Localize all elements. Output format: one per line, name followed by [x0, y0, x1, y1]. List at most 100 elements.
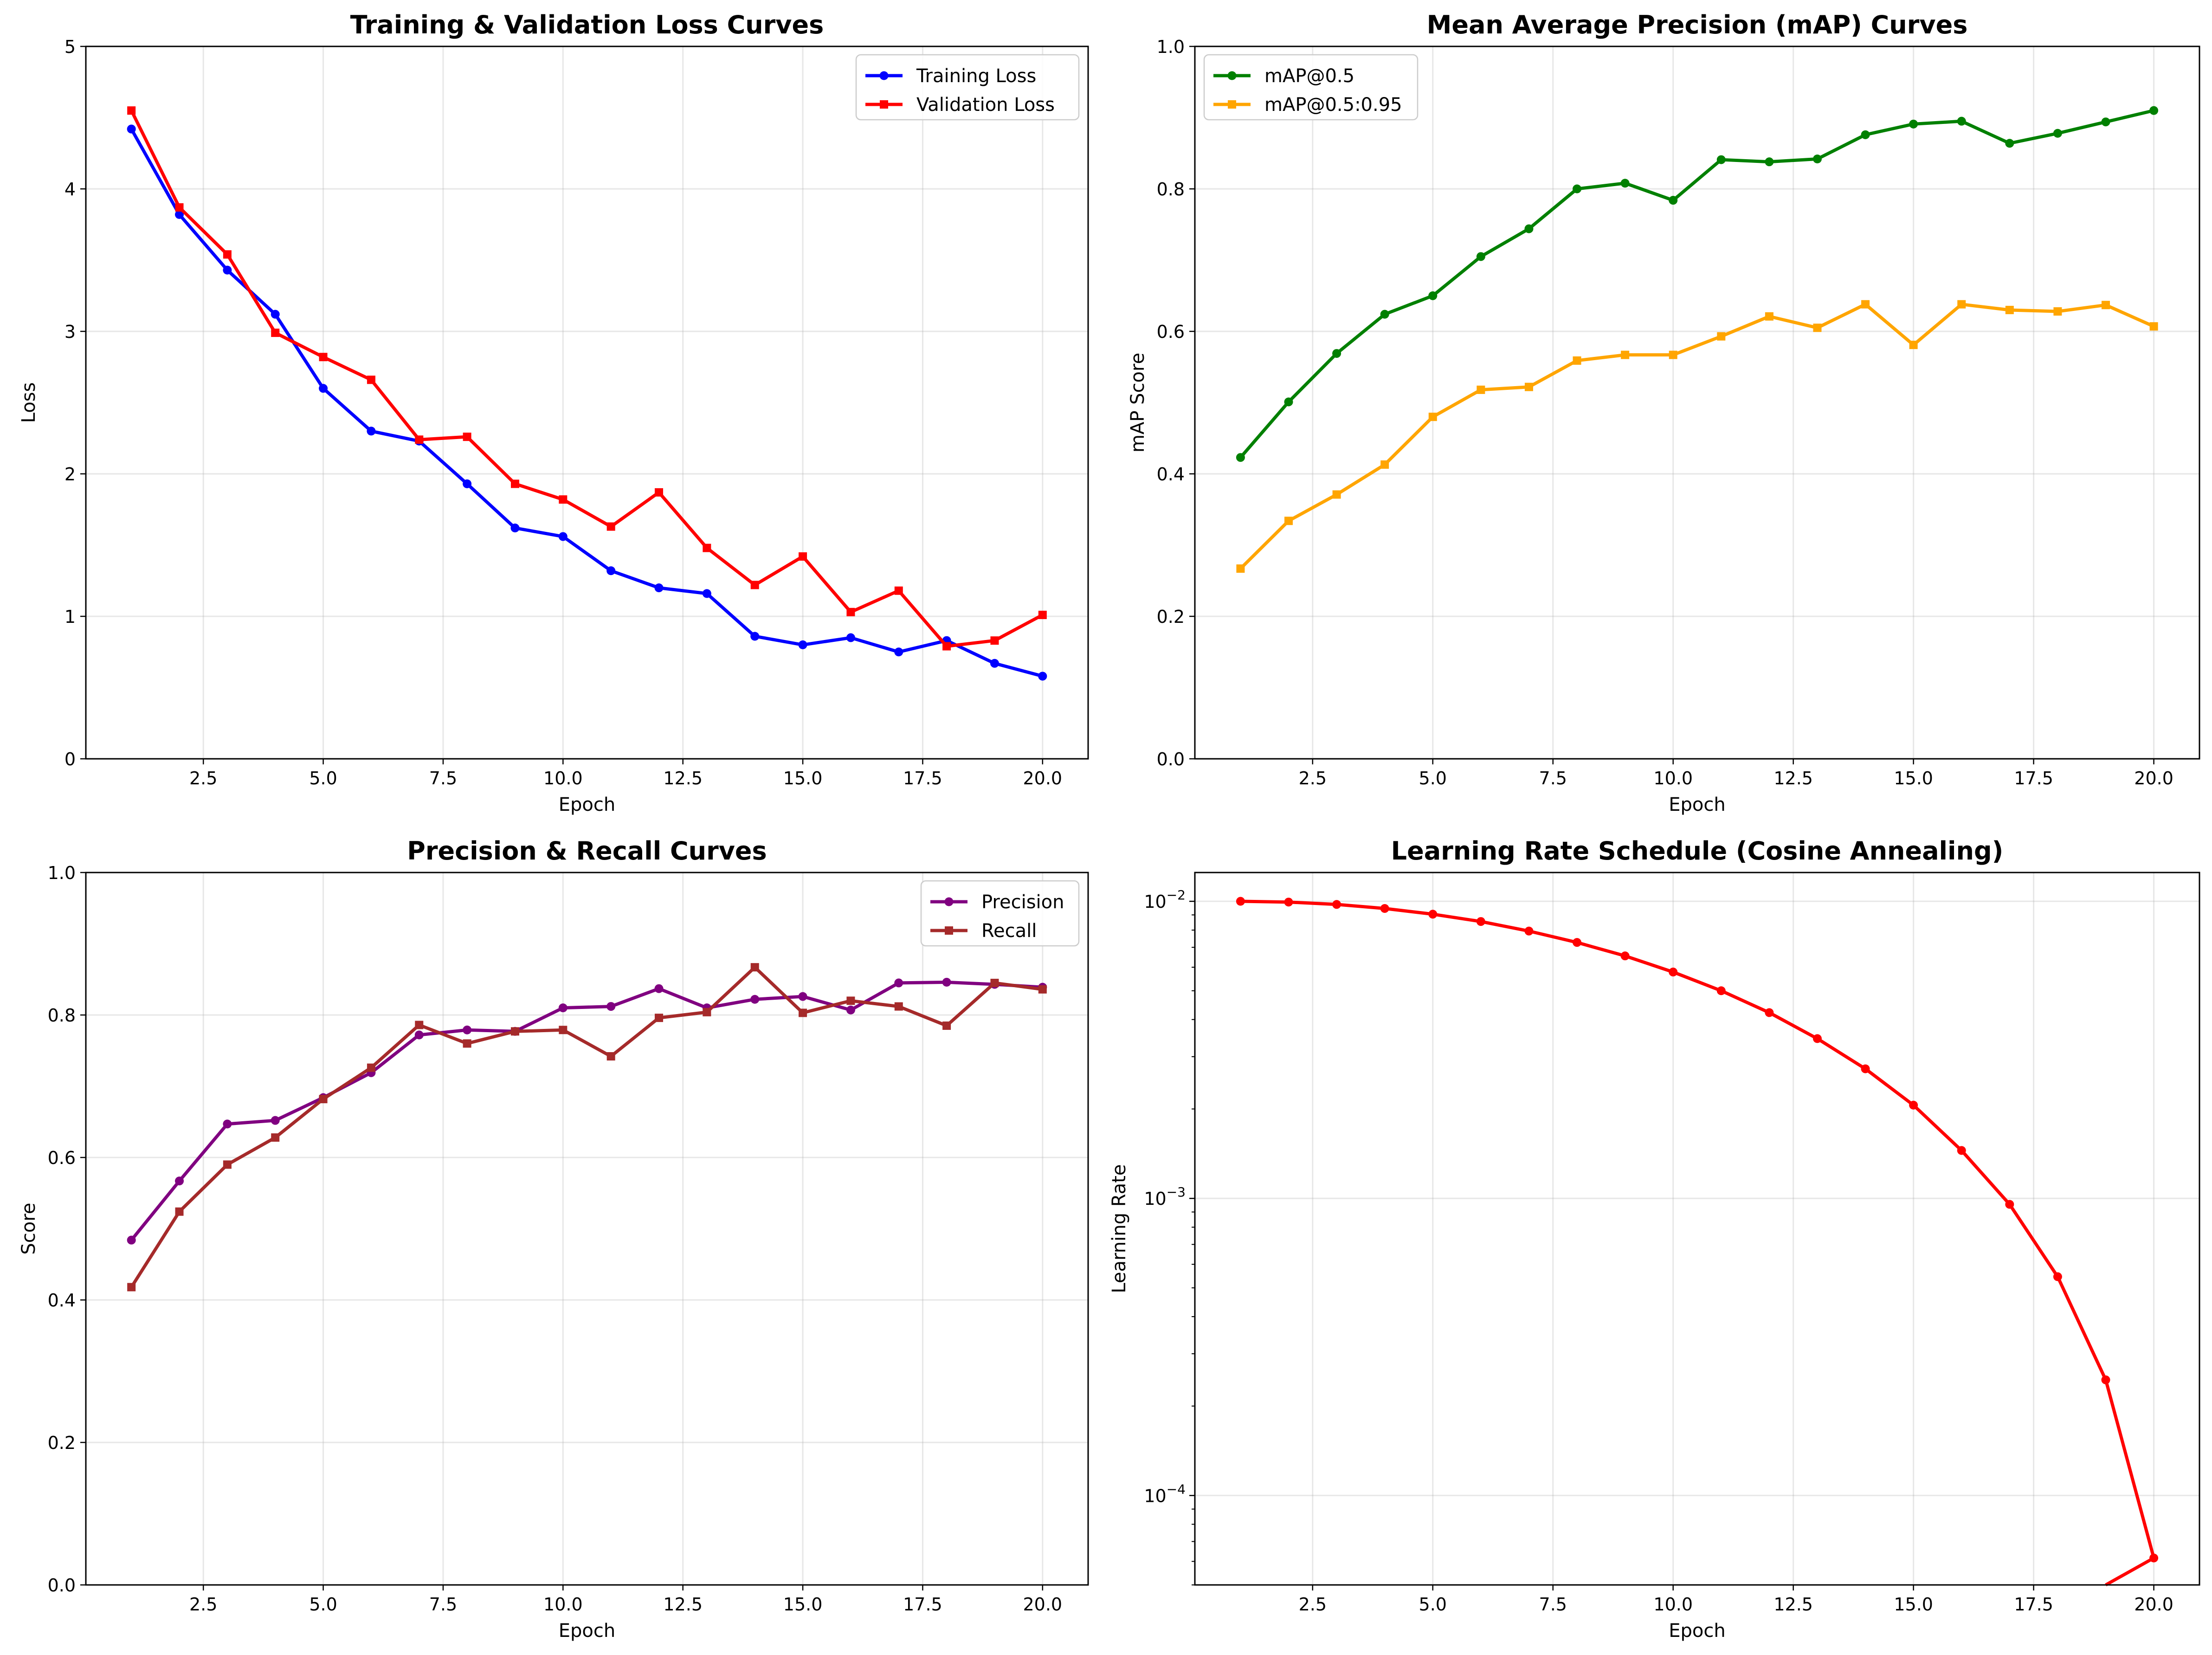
legend: Precision Recall [920, 880, 1080, 947]
x-tick-label: 15.0 [783, 768, 823, 789]
y-tick-label: 0.0 [48, 1575, 76, 1596]
y-tick-label: 0.6 [1157, 322, 1185, 342]
data-point [319, 384, 328, 393]
chart-panel-1: 2.5 5.0 7.5 10.0 12.5 15.0 17.5 20.0 0 1 2 3 4 5 Train… [18, 10, 1089, 815]
data-point [1236, 453, 1245, 462]
y-tick-label: 0.4 [1157, 464, 1185, 485]
x-axis-label: Epoch [559, 1620, 615, 1642]
series-line-2 [130, 965, 1043, 1288]
data-point [1284, 397, 1293, 407]
legend-frame [1203, 54, 1419, 121]
data-point [894, 1002, 903, 1011]
data-point [2005, 305, 2014, 314]
x-tick-label: 2.5 [1299, 768, 1327, 789]
legend-entry: Training Loss [916, 65, 1036, 87]
chart-title: Learning Rate Schedule (Cosine Annealing… [1391, 836, 2004, 866]
x-axis-label: Epoch [1669, 794, 1725, 815]
chart-panel-2: 2.5 5.0 7.5 10.0 12.5 15.0 17.5 20.0 0.0 0.2 0.4 0.… [1127, 10, 2200, 815]
x-tick-label: 10.0 [543, 768, 583, 789]
data-point [2149, 1553, 2159, 1563]
x-tick-label: 10.0 [543, 1594, 583, 1615]
data-point [1669, 196, 1678, 205]
data-point [2102, 301, 2110, 310]
data-point [798, 992, 807, 1001]
data-point [1524, 926, 1534, 936]
data-point [510, 1027, 519, 1036]
data-point [990, 978, 999, 987]
data-point [558, 532, 568, 541]
data-point [942, 1021, 951, 1030]
data-point [654, 984, 664, 993]
data-point [846, 1005, 855, 1015]
data-point [2101, 1375, 2110, 1384]
data-point [1812, 155, 1822, 164]
legend: Training Loss Validation Loss [855, 54, 1080, 121]
data-point [750, 995, 760, 1004]
data-point [1380, 460, 1389, 469]
data-point [606, 522, 615, 531]
x-tick-label: 15.0 [783, 1594, 823, 1615]
data-point [1380, 904, 1389, 913]
data-point [750, 963, 759, 972]
y-axis-label: Score [18, 1202, 39, 1254]
data-point [2005, 1200, 2014, 1209]
data-point [1573, 938, 1582, 947]
data-point [127, 124, 136, 134]
x-tick-label: 20.0 [2134, 1594, 2173, 1615]
data-point [1909, 119, 1918, 129]
data-point [1038, 610, 1047, 619]
data-point [415, 1021, 424, 1029]
data-point [463, 479, 472, 488]
data-point [894, 647, 903, 657]
x-tick-label: 7.5 [1539, 768, 1567, 789]
x-tick-label: 12.5 [1773, 768, 1813, 789]
data-point [2005, 139, 2014, 148]
y-tick-label: 5 [64, 37, 76, 57]
legend-entry: Recall [981, 920, 1037, 942]
y-tick-label: 4 [64, 179, 76, 200]
data-point [1812, 1034, 1822, 1043]
data-point [846, 633, 855, 642]
legend: mAP@0.5 mAP@0.5:0.95 [1203, 54, 1419, 121]
legend-marker [945, 926, 953, 935]
data-point [1332, 349, 1341, 358]
chart-panel-3: 2.5 5.0 7.5 10.0 12.5 15.0 17.5 20.0 0.0 0.2 0.4 0.… [18, 836, 1089, 1642]
x-tick-label: 5.0 [309, 1594, 337, 1615]
legend-marker [879, 71, 889, 80]
data-point [1716, 155, 1726, 164]
data-point [1813, 323, 1822, 332]
data-point [2053, 1272, 2062, 1281]
data-point [175, 203, 184, 212]
data-point [1861, 300, 1870, 309]
legend-entry: mAP@0.5:0.95 [1264, 94, 1402, 116]
data-point [1038, 672, 1047, 681]
axes-frame [1194, 872, 2200, 1586]
data-point [1620, 951, 1630, 961]
data-point [271, 310, 280, 319]
axes-frame [1194, 45, 2200, 760]
data-point [1476, 917, 1485, 926]
data-point [1765, 157, 1774, 167]
legend-marker [1228, 100, 1236, 109]
axes-frame [85, 45, 1089, 760]
y-tick-label: 1.0 [48, 863, 76, 883]
data-point [271, 1133, 280, 1142]
x-tick-label: 2.5 [189, 768, 217, 789]
data-point [1909, 341, 1918, 349]
data-point [1957, 1146, 1966, 1155]
data-point [2053, 129, 2062, 138]
y-tick-label: 0.2 [48, 1433, 76, 1453]
data-point [1957, 300, 1966, 309]
data-point [750, 632, 760, 641]
chart-title: Precision & Recall Curves [407, 836, 767, 866]
series-line-2 [130, 110, 1044, 648]
data-point [1669, 350, 1677, 359]
data-point [2149, 106, 2159, 115]
y-tick-label: 0.4 [48, 1290, 76, 1311]
data-point [798, 640, 807, 649]
data-point [367, 375, 375, 384]
y-tick-label: 0.6 [48, 1148, 76, 1168]
data-point [463, 433, 471, 441]
data-point [223, 1160, 232, 1169]
data-point [271, 1116, 280, 1125]
